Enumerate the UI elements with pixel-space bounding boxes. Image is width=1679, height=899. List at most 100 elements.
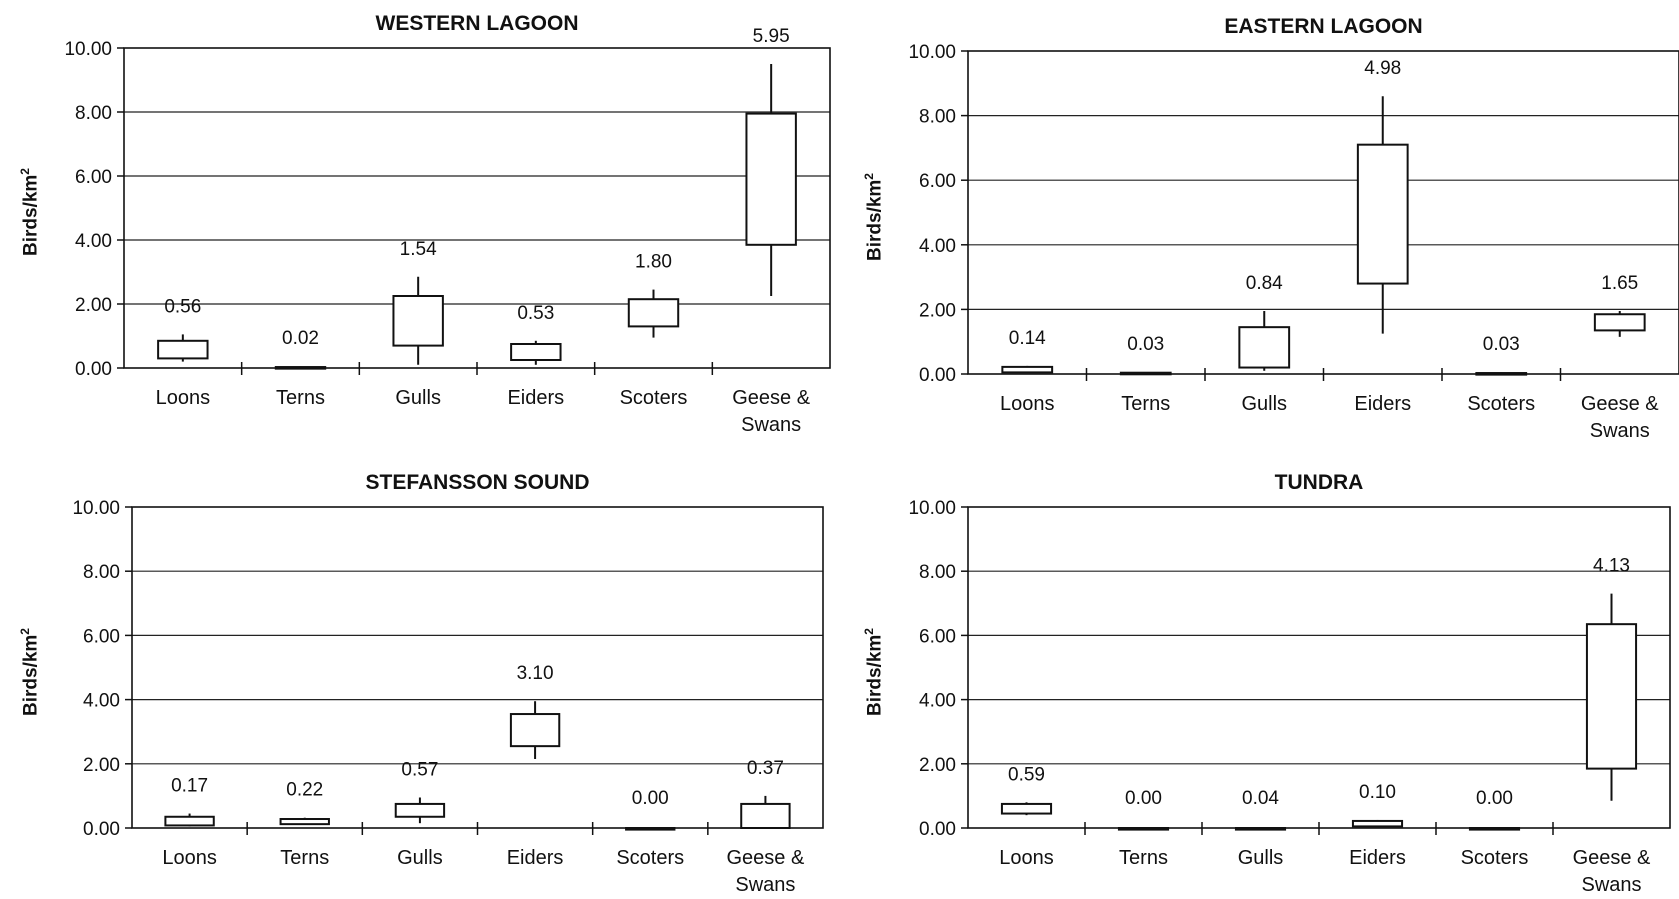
chart-plot: 0.00 2.00 4.00 6.00 8.00 10.00 0.59 Loons 0.00 Te… [908,498,1671,896]
y-tick-label: 0.00 [919,819,956,840]
x-tick-label: Geese & [1581,393,1659,415]
y-tick-label: 4.00 [919,236,956,257]
y-tick-label: 8.00 [83,562,120,583]
x-tick-label: Swans [1581,874,1641,896]
box [745,112,797,246]
x-tick-label: Eiders [507,387,564,409]
value-label: 1.54 [400,239,437,260]
chart-panel-tundra: TUNDRA Birds/km2 0.00 2.00 4.00 6.00 8.00 10.… [844,460,1679,899]
y-tick-label: 10.00 [908,42,956,63]
x-tick-label: Loons [999,847,1054,869]
chart-panel-stefansson-sound: STEFANSSON SOUND Birds/km2 0.00 2.00 4.00 6… [0,460,835,899]
value-label: 0.00 [632,788,669,809]
plot-frame [123,47,831,369]
value-label: 0.02 [282,328,319,349]
value-label: 0.84 [1246,273,1283,294]
chart-title: EASTERN LAGOON [1224,15,1423,38]
value-label: 0.00 [1125,788,1162,809]
value-label: 0.53 [517,303,554,324]
box [1234,827,1287,831]
box [1593,313,1646,332]
chart-plot: 0.00 2.00 4.00 6.00 8.00 10.00 0.14 Loons 0.03 Te… [908,42,1679,442]
box [1001,365,1054,374]
box [627,298,680,328]
y-tick-label: 2.00 [919,755,956,776]
y-tick-label: 4.00 [83,691,120,712]
x-tick-label: Terns [276,387,325,409]
y-tick-label: 2.00 [919,300,956,321]
x-tick-label: Eiders [1349,847,1406,869]
chart-title: WESTERN LAGOON [375,12,579,35]
box [279,818,330,826]
box [1475,372,1528,376]
y-tick-label: 8.00 [75,103,112,124]
box [1119,371,1172,376]
x-tick-label: Swans [741,414,801,436]
x-tick-label: Scoters [1467,393,1535,415]
value-label: 4.98 [1364,58,1401,79]
y-tick-label: 4.00 [75,231,112,252]
value-label: 0.59 [1008,764,1045,785]
y-tick-label: 2.00 [83,755,120,776]
box [625,827,676,831]
y-tick-label: 10.00 [64,39,112,60]
x-tick-label: Swans [735,874,795,896]
y-tick-label: 4.00 [919,691,956,712]
value-label: 1.65 [1601,273,1638,294]
value-label: 0.17 [171,776,208,797]
chart-panel-eastern-lagoon: EASTERN LAGOON Birds/km2 0.00 2.00 4.00 6.0… [844,0,1679,445]
box [1468,827,1521,831]
x-tick-label: Terns [1121,393,1170,415]
box [510,343,562,361]
x-tick-label: Loons [162,847,217,869]
x-tick-label: Gulls [1241,393,1287,415]
value-label: 0.10 [1359,782,1396,803]
box [1238,326,1291,369]
box [1351,819,1404,828]
y-tick-label: 6.00 [83,626,120,647]
x-tick-label: Gulls [397,847,443,869]
box [164,815,215,827]
y-tick-label: 10.00 [908,498,956,519]
plot-frame [967,50,1679,375]
x-tick-label: Terns [280,847,329,869]
y-tick-label: 0.00 [75,359,112,380]
y-tick-label: 6.00 [919,626,956,647]
chart-title: STEFANSSON SOUND [365,471,590,494]
x-tick-label: Swans [1590,420,1650,442]
value-label: 0.22 [286,780,323,801]
box [394,802,446,818]
x-tick-label: Loons [156,387,211,409]
value-label: 0.14 [1009,328,1046,349]
x-tick-label: Gulls [1238,847,1284,869]
y-tick-label: 6.00 [75,167,112,188]
chart-title: TUNDRA [1274,471,1364,494]
y-tick-label: 0.00 [83,819,120,840]
value-label: 0.37 [747,758,784,779]
value-label: 1.80 [635,252,672,273]
x-tick-label: Geese & [1573,847,1651,869]
value-label: 0.03 [1127,334,1164,355]
box [274,366,327,370]
y-tick-label: 2.00 [75,295,112,316]
x-tick-label: Eiders [1354,393,1411,415]
x-tick-label: Gulls [395,387,441,409]
value-label: 5.95 [753,26,790,47]
box [392,295,444,347]
value-label: 0.04 [1242,788,1279,809]
x-tick-label: Scoters [620,387,688,409]
box [740,802,791,829]
x-tick-label: Terns [1119,847,1168,869]
value-label: 3.10 [517,663,554,684]
box [157,339,209,360]
box [1585,623,1638,770]
box [1117,827,1170,831]
value-label: 4.13 [1593,556,1630,577]
y-tick-label: 10.00 [72,498,120,519]
value-label: 0.03 [1483,334,1520,355]
y-tick-label: 6.00 [919,171,956,192]
y-tick-label: 0.00 [919,365,956,386]
box [509,713,561,748]
x-tick-label: Scoters [616,847,684,869]
value-label: 0.00 [1476,788,1513,809]
